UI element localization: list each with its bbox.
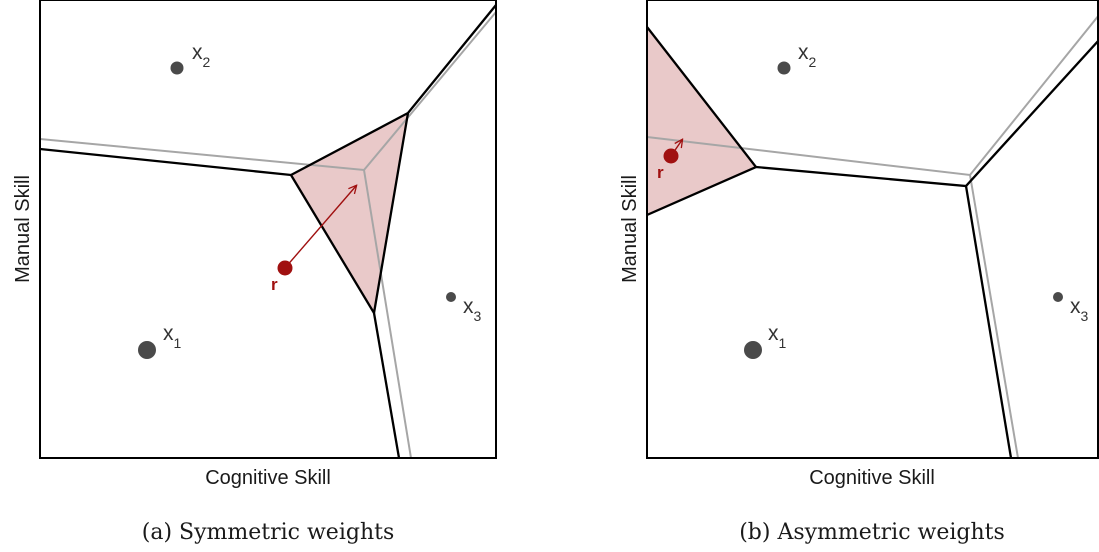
plot-frame-a (40, 0, 496, 458)
region-b (647, 27, 756, 215)
label-x2-a-name: x (192, 41, 203, 64)
x-axis-label-b: Cognitive Skill (809, 467, 935, 489)
caption-b: (b) Asymmetric weights (739, 520, 1005, 545)
point-x2-b (778, 62, 791, 75)
label-x2-b-name: x (798, 41, 809, 64)
y-axis-label-a: Manual Skill (12, 175, 34, 283)
boundary-weighted-a3 (374, 313, 399, 458)
label-x3-a-name: x (463, 295, 474, 318)
x-axis-label-a: Cognitive Skill (205, 467, 331, 489)
plot-frame-b (647, 0, 1098, 458)
label-x1-b-sub: 1 (779, 335, 787, 351)
label-x2-b: x2 (798, 41, 817, 70)
point-x1-b (744, 341, 762, 359)
label-x1-a: x1 (163, 322, 182, 351)
reference-point-b (664, 149, 679, 164)
label-x3-a-sub: 3 (474, 308, 482, 324)
point-x2-a (171, 62, 184, 75)
label-x3-b-name: x (1070, 295, 1081, 318)
caption-a: (a) Symmetric weights (142, 520, 395, 545)
label-x3-b-sub: 3 (1081, 308, 1089, 324)
point-x3-b (1053, 292, 1063, 302)
label-x1-b-name: x (768, 322, 779, 345)
label-x2-a-sub: 2 (203, 54, 211, 70)
label-x3-a: x3 (463, 295, 482, 324)
panel-a-plot-area (40, 5, 496, 458)
boundary-unweighted-b2 (970, 175, 1018, 458)
boundary-unweighted-a (40, 12, 496, 170)
label-x2-a: x2 (192, 41, 211, 70)
reference-label-a: r (271, 275, 278, 294)
panel-b: x1 x2 x3 r Cognitive Skill Manual Skill … (619, 0, 1099, 545)
reference-point-a (278, 261, 293, 276)
point-x3-a (446, 292, 456, 302)
label-x3-b: x3 (1070, 295, 1089, 324)
y-axis-label-b: Manual Skill (619, 175, 641, 283)
label-x1-a-sub: 1 (174, 335, 182, 351)
boundary-weighted-b3 (966, 186, 1011, 458)
label-x1-a-name: x (163, 322, 174, 345)
label-x2-b-sub: 2 (809, 54, 817, 70)
reference-label-b: r (657, 163, 664, 182)
boundary-weighted-a (40, 5, 496, 175)
point-x1-a (138, 341, 156, 359)
label-x1-b: x1 (768, 322, 787, 351)
panel-b-plot-area (647, 15, 1099, 458)
panel-a: x1 x2 x3 r Cognitive Skill Manual Skill … (12, 0, 496, 545)
